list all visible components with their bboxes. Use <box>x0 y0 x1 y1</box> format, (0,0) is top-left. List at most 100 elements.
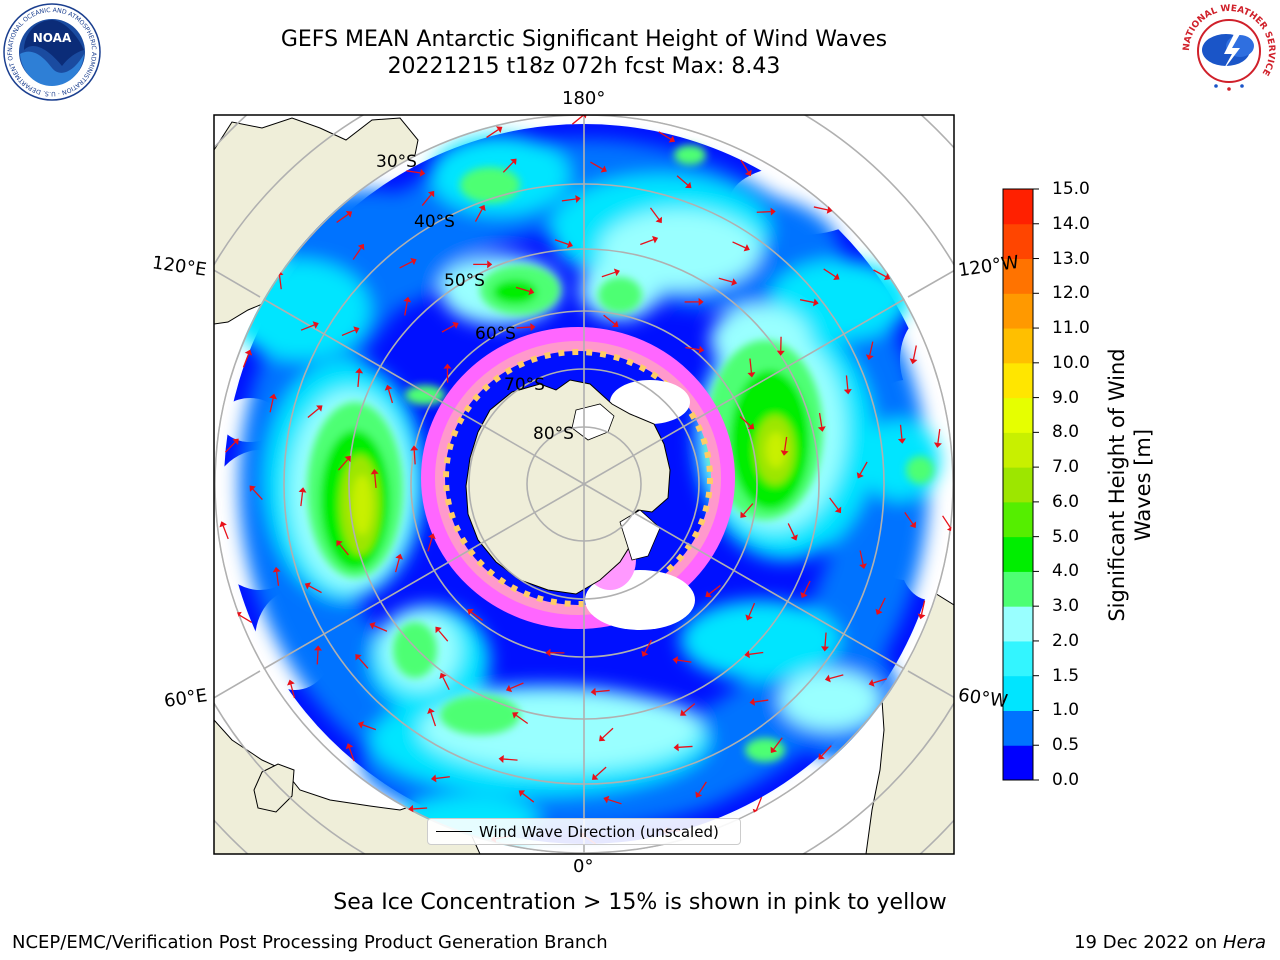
wind-arrow-head <box>865 354 874 361</box>
wind-arrow-head <box>780 450 789 456</box>
wind-arrow-shaft <box>649 207 660 220</box>
wind-arrow-head <box>603 795 610 804</box>
wind-arrow-head <box>244 349 253 356</box>
wind-arrow-shaft <box>474 208 483 222</box>
wind-arrow-shaft <box>486 129 499 138</box>
wind-arrow-shaft <box>595 766 607 777</box>
wind-arrow-head <box>410 445 419 451</box>
wind-arrow-shaft <box>878 597 886 611</box>
wind-arrow-head <box>770 746 778 754</box>
colorbar-tick-label: 13.0 <box>1052 248 1090 269</box>
wind-arrow-head <box>355 368 364 374</box>
colorbar <box>1003 188 1039 781</box>
wind-arrow-head <box>370 468 379 475</box>
colorbar-segment <box>1003 675 1033 711</box>
wind-arrow-shaft <box>341 329 356 337</box>
wind-arrow-head <box>419 168 426 177</box>
wind-arrow-shaft <box>869 341 874 356</box>
colorbar-tick-label: 0.0 <box>1052 770 1080 790</box>
wind-arrow-head <box>428 533 436 540</box>
wind-arrow-shaft <box>749 651 764 655</box>
wind-arrow-shaft <box>708 584 721 595</box>
footer-date-text: 19 Dec 2022 on <box>1074 932 1223 953</box>
wind-arrow-shaft <box>515 286 530 292</box>
wind-arrow-shaft <box>607 798 622 805</box>
wind-arrow-shaft <box>640 239 654 246</box>
colorbar-tick-label: 5.0 <box>1052 526 1080 547</box>
noaa-logo: NATIONAL OCEANIC AND ATMOSPHERIC ADMINIS… <box>2 2 101 101</box>
wind-arrow-head <box>304 582 312 590</box>
colorbar-tick-label: 14.0 <box>1052 213 1090 234</box>
wind-arrow-shaft <box>224 441 236 453</box>
wind-arrow-shaft <box>421 194 432 206</box>
wind-arrow-head <box>655 216 662 224</box>
wind-arrow-shaft <box>749 358 753 373</box>
wind-arrow-shaft <box>829 674 844 680</box>
wind-arrow-shaft <box>269 398 274 413</box>
wind-arrow-head <box>312 321 319 329</box>
wind-arrow-shaft <box>239 614 253 624</box>
wind-arrow-head <box>599 734 606 742</box>
wind-arrow-head <box>478 204 486 212</box>
wind-arrow-shaft <box>920 600 926 615</box>
lat-label-30s: 30°S <box>376 152 417 172</box>
colorbar-segment <box>1003 606 1033 642</box>
wind-arrow-head <box>909 358 918 365</box>
wind-arrow-shaft <box>441 324 455 333</box>
wind-arrow-head <box>435 626 442 634</box>
wind-arrow-shaft <box>387 389 394 404</box>
wind-arrow-shaft <box>676 175 689 186</box>
wind-arrow-shaft <box>739 416 751 427</box>
lat-label-60s: 60°S <box>475 324 516 344</box>
colorbar-tick-label: 4.0 <box>1052 561 1080 582</box>
wind-arrow-shaft <box>748 602 756 617</box>
wind-arrow-shaft <box>658 131 672 140</box>
wind-arrow-head <box>843 389 852 395</box>
footer-producer: NCEP/EMC/Verification Post Processing Pr… <box>12 932 608 953</box>
colorbar-segment <box>1003 571 1033 607</box>
wind-arrow-shaft <box>394 558 400 573</box>
wind-arrow-head <box>355 654 362 661</box>
wind-arrow-head <box>439 672 447 680</box>
wind-arrow-head <box>800 591 808 599</box>
legend-label: Wind Wave Direction (unscaled) <box>479 823 719 841</box>
lon-label-180: 180° <box>562 88 606 109</box>
wind-arrow-head <box>591 773 599 780</box>
wind-arrow-shaft <box>845 375 849 390</box>
wind-arrow-head <box>357 243 365 251</box>
wind-arrow-shaft <box>516 326 531 329</box>
wind-arrow-head <box>249 485 256 492</box>
wind-arrow-head <box>668 135 676 143</box>
wind-arrow-head <box>528 287 535 296</box>
wind-arrow-head <box>859 563 867 570</box>
wind-arrow-shaft <box>754 699 769 703</box>
wind-arrow-head <box>824 674 831 683</box>
colorbar-tick-label: 1.5 <box>1052 665 1080 686</box>
colorbar-segment <box>1003 710 1033 746</box>
wind-arrow-head <box>369 622 376 630</box>
wind-arrow-shaft <box>912 345 917 360</box>
wind-arrow-head <box>219 521 227 528</box>
wind-arrow-head <box>673 743 679 752</box>
wind-arrow-shaft <box>413 450 416 465</box>
wind-arrow-shaft <box>743 503 754 515</box>
wind-arrow-shaft <box>824 632 827 647</box>
wind-arrow-head <box>818 753 825 760</box>
wind-arrow-shaft <box>339 543 349 556</box>
colorbar-tick-label: 11.0 <box>1052 318 1090 339</box>
wind-arrow-shaft <box>308 585 322 594</box>
wind-arrow-head <box>672 656 679 665</box>
wind-arrow-head <box>427 708 435 715</box>
svg-text:NOAA: NOAA <box>33 31 72 45</box>
colorbar-segment <box>1003 467 1033 503</box>
wind-arrow-shaft <box>358 657 369 669</box>
wind-arrow-shaft <box>502 161 514 173</box>
wind-arrow-shaft <box>522 793 535 803</box>
wind-arrow-head <box>685 181 692 189</box>
wind-arrow-shaft <box>373 625 388 632</box>
colorbar-tick-label: 15.0 <box>1052 179 1090 199</box>
wind-arrow-head <box>345 211 353 218</box>
wind-arrow-head <box>344 455 351 463</box>
chart-title: GEFS MEAN Antarctic Significant Height o… <box>280 27 888 52</box>
